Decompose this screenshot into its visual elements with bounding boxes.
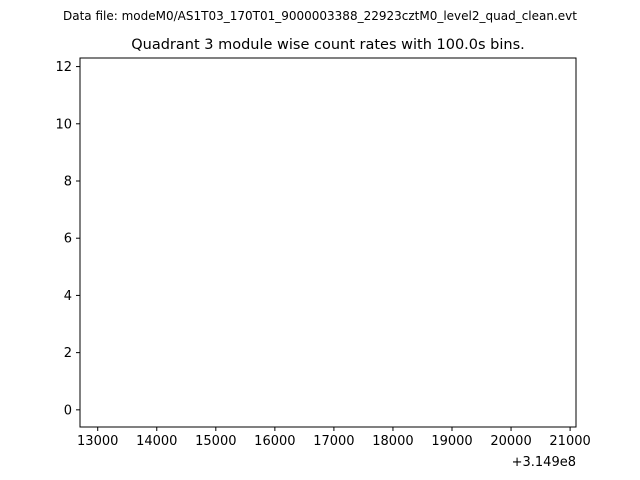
chart-suptitle: Data file: modeM0/AS1T03_170T01_90000033…: [63, 9, 577, 23]
x-tick-label: 14000: [136, 434, 177, 449]
y-tick-label: 12: [55, 60, 72, 75]
x-tick-label: 20000: [490, 434, 531, 449]
y-tick-label: 6: [64, 232, 72, 247]
y-tick-label: 8: [64, 175, 72, 190]
chart-title: Quadrant 3 module wise count rates with …: [131, 37, 525, 53]
axes-frame: [79, 57, 577, 428]
x-offset-label: +3.149e8: [512, 455, 576, 470]
x-tick-label: 13000: [77, 434, 118, 449]
y-tick-label: 2: [64, 346, 72, 361]
x-tick-label: 16000: [254, 434, 295, 449]
x-tick-label: 18000: [372, 434, 413, 449]
ticks-group: 13000 14000 15000 16000 17000 18000 19000 20000…: [55, 60, 590, 449]
y-tick-label: 4: [64, 289, 72, 304]
x-tick-label: 19000: [431, 434, 472, 449]
x-tick-label: 21000: [549, 434, 590, 449]
y-tick-label: 10: [55, 117, 72, 132]
y-tick-label: 0: [64, 403, 72, 418]
x-tick-label: 15000: [195, 434, 236, 449]
plot-area: 13000 14000 15000 16000 17000 18000 19000 20000…: [55, 57, 591, 449]
x-tick-label: 17000: [313, 434, 354, 449]
